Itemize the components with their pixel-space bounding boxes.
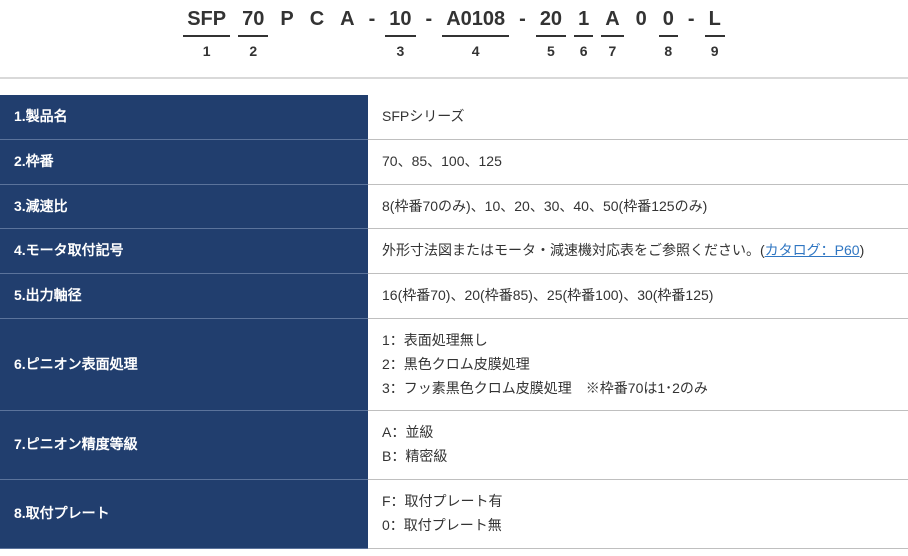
row-value-line: F：取付プレート有 xyxy=(382,490,894,514)
row-label: 2.枠番 xyxy=(0,139,368,184)
model-segment-code: 0 xyxy=(659,6,678,37)
model-segment-index: 2 xyxy=(249,43,257,59)
model-segment-index: 7 xyxy=(609,43,617,59)
row-value: 外形寸法図またはモータ・減速機対応表をご参照ください。(カタログ：P60) xyxy=(368,229,908,274)
model-segment: 16 xyxy=(574,6,593,59)
model-separator: - xyxy=(365,6,380,37)
row-value: SFPシリーズ xyxy=(368,95,908,139)
spec-table: 1.製品名SFPシリーズ2.枠番70、85、100、1253.減速比8(枠番70… xyxy=(0,95,908,549)
model-segment-code: SFP xyxy=(183,6,230,37)
model-number-row: SFP1702PCA-103-A01084-20516A7008-L9 xyxy=(0,0,908,67)
row-label: 5.出力軸径 xyxy=(0,274,368,319)
model-separator: - xyxy=(515,6,530,37)
row-value-line: 2：黒色クロム皮膜処理 xyxy=(382,353,894,377)
row-value: F：取付プレート有0：取付プレート無 xyxy=(368,479,908,548)
table-row: 2.枠番70、85、100、125 xyxy=(0,139,908,184)
model-segment-code: - xyxy=(684,6,699,37)
section-divider xyxy=(0,77,908,79)
table-row: 3.減速比8(枠番70のみ)、10、20、30、40、50(枠番125のみ) xyxy=(0,184,908,229)
model-segment: 205 xyxy=(536,6,566,59)
model-segment: A7 xyxy=(601,6,623,59)
row-value-line: A：並級 xyxy=(382,421,894,445)
model-segment-code: - xyxy=(515,6,530,37)
row-value: 70、85、100、125 xyxy=(368,139,908,184)
row-label: 4.モータ取付記号 xyxy=(0,229,368,274)
model-segment-code: 1 xyxy=(574,6,593,37)
row-value-text: 外形寸法図またはモータ・減速機対応表をご参照ください。( xyxy=(382,242,765,258)
model-segment-code: A0108 xyxy=(442,6,509,37)
row-value-line: 1：表面処理無し xyxy=(382,329,894,353)
model-segment: L9 xyxy=(705,6,725,59)
model-segment-index: 6 xyxy=(580,43,588,59)
row-value: 8(枠番70のみ)、10、20、30、40、50(枠番125のみ) xyxy=(368,184,908,229)
model-segment-code: A xyxy=(336,6,358,37)
model-segment-code: 20 xyxy=(536,6,566,37)
row-value: 1：表面処理無し2：黒色クロム皮膜処理3：フッ素黒色クロム皮膜処理 ※枠番70は… xyxy=(368,318,908,410)
model-segment: P xyxy=(276,6,297,59)
row-value: A：並級B：精密級 xyxy=(368,411,908,480)
model-segment-code: - xyxy=(422,6,437,37)
model-segment-code: 70 xyxy=(238,6,268,37)
model-segment: 103 xyxy=(385,6,415,59)
row-label: 6.ピニオン表面処理 xyxy=(0,318,368,410)
model-segment: C xyxy=(306,6,328,59)
row-value-line: B：精密級 xyxy=(382,445,894,469)
model-segment-code: C xyxy=(306,6,328,37)
model-segment-index: 8 xyxy=(664,43,672,59)
model-segment-code: - xyxy=(365,6,380,37)
model-segment-index: 4 xyxy=(472,43,480,59)
model-separator: - xyxy=(684,6,699,37)
model-segment: A0108 4 xyxy=(442,6,509,59)
table-row: 5.出力軸径16(枠番70)、20(枠番85)、25(枠番100)、30(枠番1… xyxy=(0,274,908,319)
row-value: 16(枠番70)、20(枠番85)、25(枠番100)、30(枠番125) xyxy=(368,274,908,319)
model-segment-code: L xyxy=(705,6,725,37)
model-segment: SFP 1 xyxy=(183,6,230,59)
model-segment: A xyxy=(336,6,358,59)
row-value-line: 3：フッ素黒色クロム皮膜処理 ※枠番70は1･2のみ xyxy=(382,377,894,401)
table-row: 6.ピニオン表面処理1：表面処理無し2：黒色クロム皮膜処理3：フッ素黒色クロム皮… xyxy=(0,318,908,410)
table-row: 4.モータ取付記号外形寸法図またはモータ・減速機対応表をご参照ください。(カタロ… xyxy=(0,229,908,274)
table-row: 1.製品名SFPシリーズ xyxy=(0,95,908,139)
model-segment: 08 xyxy=(659,6,678,59)
table-row: 8.取付プレートF：取付プレート有0：取付プレート無 xyxy=(0,479,908,548)
row-value-tail: ) xyxy=(860,242,865,258)
model-segment-index: 5 xyxy=(547,43,555,59)
table-row: 7.ピニオン精度等級A：並級B：精密級 xyxy=(0,411,908,480)
row-label: 8.取付プレート xyxy=(0,479,368,548)
catalog-link[interactable]: カタログ：P60 xyxy=(765,242,860,258)
model-segment-code: P xyxy=(276,6,297,37)
model-segment-index: 3 xyxy=(397,43,405,59)
row-value-line: 0：取付プレート無 xyxy=(382,514,894,538)
row-label: 3.減速比 xyxy=(0,184,368,229)
model-segment: 0 xyxy=(632,6,651,59)
model-segment-code: 0 xyxy=(632,6,651,37)
model-segment-index: 1 xyxy=(203,43,211,59)
model-segment-code: A xyxy=(601,6,623,37)
model-segment-code: 10 xyxy=(385,6,415,37)
model-segment-index: 9 xyxy=(711,43,719,59)
row-label: 7.ピニオン精度等級 xyxy=(0,411,368,480)
row-label: 1.製品名 xyxy=(0,95,368,139)
model-separator: - xyxy=(422,6,437,37)
model-segment: 702 xyxy=(238,6,268,59)
